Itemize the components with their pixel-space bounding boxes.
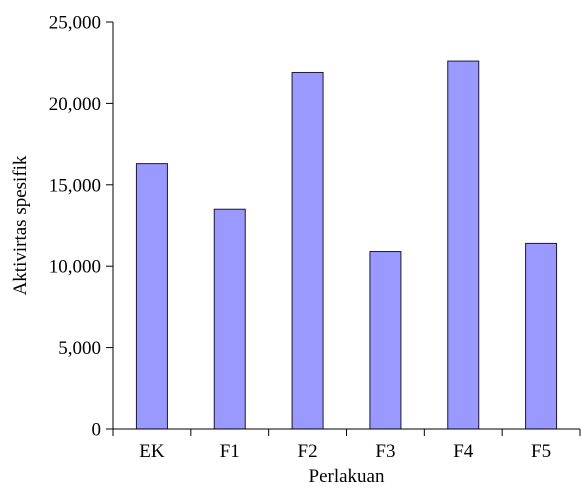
- y-axis-title: Aktivirtas spesifik: [10, 155, 31, 295]
- bar-f4: [447, 60, 480, 430]
- x-tick-label: F5: [531, 441, 551, 462]
- y-tick-label: 10,000: [49, 257, 101, 278]
- y-tick-label: 25,000: [49, 13, 101, 34]
- bar-f3: [369, 251, 402, 430]
- y-axis-ticks: 0 5,000 10,000 15,000 20,000 25,000: [49, 13, 113, 441]
- x-tick-label: F3: [375, 441, 395, 462]
- x-tick-label: F1: [220, 441, 240, 462]
- bar-f1: [213, 208, 246, 430]
- x-tick-label: EK: [139, 441, 165, 462]
- y-tick-label: 20,000: [49, 94, 101, 115]
- x-tick-label: F4: [453, 441, 474, 462]
- x-tick-label: F2: [298, 441, 318, 462]
- y-tick-label: 15,000: [49, 175, 101, 196]
- bar-series: [135, 60, 558, 430]
- bar-f5: [525, 242, 558, 430]
- x-axis-title: Perlakuan: [309, 466, 385, 487]
- bar-f2: [291, 71, 324, 430]
- y-tick-label: 0: [92, 420, 102, 441]
- x-axis-ticks: EK F1 F2 F3 F4 F5: [112, 429, 581, 462]
- y-tick-label: 5,000: [58, 338, 101, 359]
- bar-ek: [135, 163, 168, 430]
